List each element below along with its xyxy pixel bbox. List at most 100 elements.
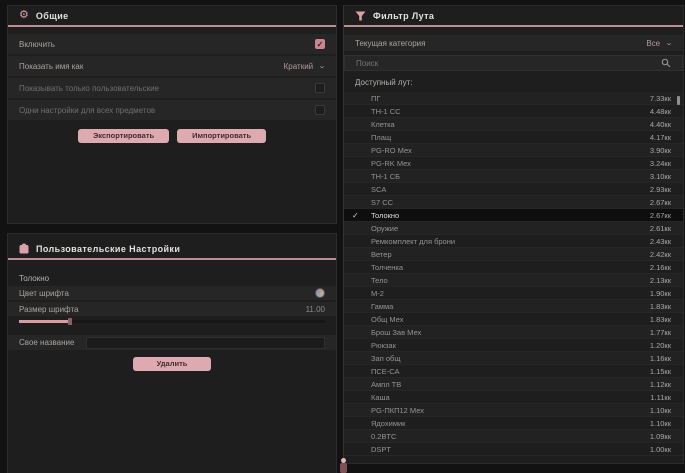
setting-label: Включить <box>19 39 55 49</box>
loot-item-value: 1.09кк <box>649 431 671 441</box>
loot-item-row[interactable]: Толченка 2.16кк <box>344 261 683 274</box>
general-panel-title: Общие <box>35 10 69 21</box>
chevron-down-icon: ⌄ <box>317 63 327 70</box>
loot-item-row[interactable]: 0.2BTC 1.09кк <box>344 430 683 443</box>
loot-item-value: 1.20кк <box>649 340 671 350</box>
search-icon[interactable] <box>661 58 671 68</box>
loot-item-row[interactable]: Ядохимик 1.10кк <box>344 417 683 430</box>
checkbox[interactable] <box>315 105 325 115</box>
loot-item-row[interactable]: Оружие 2.61кк <box>344 222 683 235</box>
loot-item-row[interactable]: Общ Мех 1.83кк <box>344 313 683 326</box>
custom-panel-title: Пользовательские Настройки <box>36 243 181 254</box>
export-button[interactable]: Экспортировать <box>77 129 170 143</box>
loot-item-row[interactable]: Тело 2.13кк <box>344 274 683 287</box>
loot-item-value: 2.43кк <box>649 236 671 246</box>
chevron-down-icon: ⌄ <box>664 40 674 47</box>
setting-label: Показывать только пользовательские <box>19 83 159 93</box>
category-label: Текущая категория <box>355 38 426 48</box>
loot-item-row[interactable]: М-2 1.90кк <box>344 287 683 300</box>
loot-item-name: ТН-1 СБ <box>371 171 401 181</box>
loot-item-row[interactable]: ✓ Толокно 2.67кк <box>344 209 683 222</box>
font-size-value: 11.00 <box>305 304 325 314</box>
selected-item-name: Толокно <box>19 274 50 283</box>
font-color-row[interactable]: Цвет шрифта <box>8 286 336 300</box>
slider-handle[interactable] <box>68 318 72 325</box>
selected-check-icon: ✓ <box>352 210 359 220</box>
loot-item-value: 1.11кк <box>650 392 671 402</box>
loot-item-name: PG-ПКП12 Мех <box>371 405 424 415</box>
loot-item-name: ТН-1 СС <box>371 106 401 116</box>
funnel-icon <box>355 11 366 21</box>
custom-name-input[interactable] <box>86 336 325 349</box>
loot-item-name: Тело <box>371 275 388 285</box>
loot-item-value: 2.16кк <box>649 262 671 272</box>
loot-item-row[interactable]: Каша 1.11кк <box>344 391 683 404</box>
loot-filter-panel: Фильтр Лута Текущая категория Все ⌄ Дост… <box>343 5 684 464</box>
loot-item-value: 1.83кк <box>649 314 671 324</box>
color-wheel-icon[interactable] <box>315 288 325 298</box>
loot-item-row[interactable]: Рюкзак 1.20кк <box>344 339 683 352</box>
header-divider <box>8 258 336 260</box>
font-color-label: Цвет шрифта <box>19 288 69 298</box>
category-row[interactable]: Текущая категория Все ⌄ <box>344 35 683 51</box>
general-panel-header: ⚙ Общие <box>8 6 336 25</box>
loot-item-row[interactable]: PG-ПКП12 Мех 1.10кк <box>344 404 683 417</box>
loot-item-row[interactable]: ТН-1 СС 4.48кк <box>344 105 683 118</box>
loot-item-row[interactable]: Ампл ТВ 1.12кк <box>344 378 683 391</box>
loot-item-row[interactable]: S7 СС 2.67кк <box>344 196 683 209</box>
loot-item-name: DSPT <box>371 444 392 454</box>
loot-item-row[interactable]: ПСЕ-СА 1.15кк <box>344 365 683 378</box>
loot-item-name: Оружие <box>371 223 399 233</box>
scrollbar-thumb[interactable] <box>677 96 680 105</box>
import-button[interactable]: Импортировать <box>177 129 267 143</box>
loot-item-row[interactable]: PG-RK Мех 3.24кк <box>344 157 683 170</box>
loot-item-row[interactable]: ПГ 7.33кк <box>344 92 683 105</box>
loot-item-value: 4.48кк <box>649 106 671 116</box>
custom-name-row: Свое название <box>8 335 336 350</box>
custom-panel-header: Пользовательские Настройки <box>8 239 336 258</box>
category-value: Все <box>646 38 661 48</box>
loot-item-row[interactable]: ТН-1 СБ 3.10кк <box>344 170 683 183</box>
category-dropdown[interactable]: Все ⌄ <box>646 38 674 48</box>
loot-item-value: 1.10кк <box>649 405 671 415</box>
loot-item-row[interactable]: Гамма 1.83кк <box>344 300 683 313</box>
slider-track <box>19 320 325 323</box>
loot-item-value: 3.90кк <box>649 145 671 155</box>
loot-item-row[interactable]: Брош Зав Мех 1.77кк <box>344 326 683 339</box>
loot-item-name: Плащ <box>371 132 392 142</box>
loot-item-value: 1.90кк <box>649 288 671 298</box>
delete-button[interactable]: Удалить <box>132 357 212 371</box>
loot-item-value: 3.10кк <box>649 171 671 181</box>
loot-item-name: 0.2BTC <box>371 431 397 441</box>
loot-item-name: Толокно <box>371 210 400 220</box>
loot-item-row[interactable]: DSPT 1.00кк <box>344 443 683 456</box>
custom-name-label: Свое название <box>19 338 75 347</box>
loot-item-row[interactable]: Зап общ 1.16кк <box>344 352 683 365</box>
loot-item-row[interactable]: SCA 2.93кк <box>344 183 683 196</box>
loot-item-name: Клетка <box>371 119 395 129</box>
filter-panel-header: Фильтр Лута <box>344 6 683 25</box>
loot-item-value: 2.13кк <box>649 275 671 285</box>
loot-item-row[interactable]: Ветер 2.42кк <box>344 248 683 261</box>
slider-fill <box>19 320 71 323</box>
loot-item-row[interactable]: Ремкомплект для брони 2.43кк <box>344 235 683 248</box>
loot-item-value: 3.24кк <box>649 158 671 168</box>
checkbox[interactable]: ✓ <box>315 39 325 49</box>
font-size-slider[interactable] <box>8 318 336 325</box>
name-format-dropdown[interactable]: Краткий ⌄ <box>284 62 327 71</box>
bottom-center-figure-icon <box>338 458 350 473</box>
setting-row: Включить ✓ <box>8 34 336 54</box>
loot-item-name: М-2 <box>371 288 384 298</box>
loot-item-value: 2.93кк <box>649 184 671 194</box>
search-row <box>344 55 683 71</box>
loot-item-name: Рюкзак <box>371 340 396 350</box>
font-size-label: Размер шрифта <box>19 304 79 314</box>
loot-item-name: ПСЕ-СА <box>371 366 400 376</box>
checkbox[interactable] <box>315 83 325 93</box>
search-input[interactable] <box>356 56 661 70</box>
loot-item-row[interactable]: PG-RO Мех 3.90кк <box>344 144 683 157</box>
loot-item-row[interactable]: Плащ 4.17кк <box>344 131 683 144</box>
loot-item-row[interactable]: Клетка 4.40кк <box>344 118 683 131</box>
loot-item-value: 2.67кк <box>649 197 671 207</box>
setting-row: Одни настройки для всех предметов <box>8 100 336 120</box>
